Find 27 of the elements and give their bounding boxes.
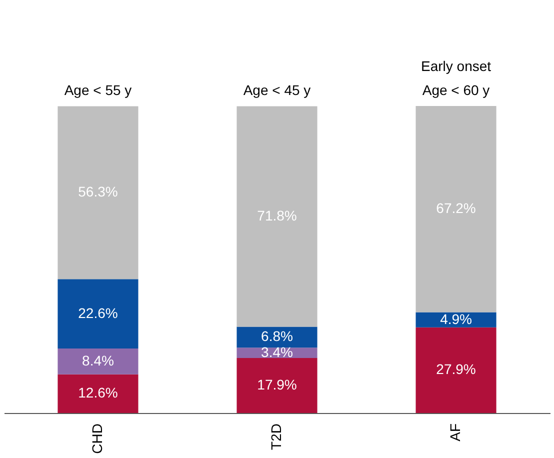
bar — [236, 358, 318, 413]
data-label: 17.9% — [257, 376, 297, 393]
data-label: 6.8% — [261, 328, 293, 344]
annotation: Age < 45 y — [243, 82, 311, 98]
x-tick-label: T2D — [268, 424, 284, 450]
x-tick-label: AF — [447, 424, 464, 442]
bar — [236, 106, 318, 327]
data-label: 71.8% — [257, 208, 297, 224]
bar — [416, 327, 496, 413]
data-label: 4.9% — [440, 310, 472, 327]
bar — [58, 106, 138, 280]
data-label: 22.6% — [78, 304, 118, 321]
data-label: 67.2% — [436, 200, 476, 216]
annotation: Age < 55 y — [64, 82, 132, 98]
bar — [58, 279, 138, 349]
x-tick-label: CHD — [88, 424, 105, 454]
data-label: 12.6% — [78, 384, 118, 401]
bar — [58, 348, 138, 374]
data-label: 8.4% — [82, 352, 114, 368]
bar — [416, 106, 496, 312]
data-label: 3.4% — [261, 344, 293, 360]
data-label: 56.3% — [78, 184, 118, 200]
annotation: Age < 60 y — [422, 82, 490, 98]
data-label: 27.9% — [436, 361, 476, 378]
annotation: Early onset — [420, 58, 492, 74]
bar — [236, 326, 318, 348]
bar — [58, 374, 138, 413]
